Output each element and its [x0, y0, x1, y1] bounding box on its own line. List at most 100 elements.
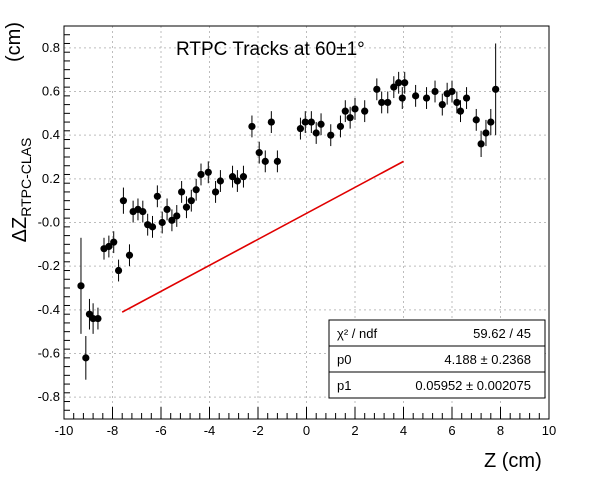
- y-tick-label: 0.4: [42, 127, 60, 142]
- point-marker: [173, 212, 181, 220]
- data-point: [341, 100, 349, 123]
- point-marker: [110, 238, 118, 246]
- x-tick-label: -4: [204, 423, 216, 438]
- stats-value-p0: 4.188 ± 0.2368: [444, 352, 531, 367]
- data-point: [492, 43, 500, 136]
- data-point: [228, 165, 237, 188]
- data-point: [448, 80, 456, 103]
- point-marker: [82, 354, 90, 362]
- data-point: [462, 87, 471, 109]
- y-tick-label: 0.6: [42, 84, 60, 99]
- point-marker: [182, 203, 191, 211]
- point-marker: [216, 177, 225, 185]
- point-marker: [296, 125, 305, 133]
- data-point: [296, 117, 305, 140]
- stats-label-chi2: χ² / ndf: [337, 326, 377, 341]
- y-axis-unit: (cm): [3, 22, 25, 62]
- data-point: [327, 124, 335, 147]
- y-axis-title-main: ΔZ: [9, 217, 31, 243]
- data-point: [378, 91, 386, 114]
- stats-value-chi2: 59.62 / 45: [473, 326, 531, 341]
- point-marker: [239, 173, 248, 181]
- point-marker: [204, 168, 212, 176]
- point-marker: [125, 251, 134, 259]
- point-marker: [178, 188, 186, 196]
- data-point: [216, 170, 225, 192]
- point-marker: [378, 98, 386, 107]
- point-marker: [114, 266, 123, 275]
- data-point: [317, 113, 325, 136]
- data-point: [336, 115, 345, 138]
- data-point: [105, 235, 113, 258]
- x-axis-title: Z (cm): [484, 450, 542, 472]
- data-point: [390, 76, 398, 99]
- data-point: [438, 93, 446, 116]
- x-tick-label: 2: [351, 423, 358, 438]
- data-point: [211, 181, 220, 203]
- point-marker: [273, 157, 281, 165]
- point-marker: [477, 140, 485, 148]
- point-marker: [472, 116, 480, 124]
- data-point: [482, 119, 490, 147]
- point-marker: [456, 107, 465, 115]
- y-tick-label: -0.4: [38, 302, 60, 317]
- data-point: [139, 200, 147, 223]
- data-point: [307, 111, 315, 133]
- point-marker: [492, 85, 500, 93]
- data-point: [233, 170, 241, 192]
- x-tick-label: -10: [55, 423, 74, 438]
- data-point: [456, 100, 465, 123]
- point-marker: [211, 188, 220, 196]
- data-point: [239, 165, 248, 188]
- point-marker: [384, 98, 392, 107]
- data-point: [472, 108, 480, 131]
- point-marker: [163, 205, 171, 213]
- stats-value-p1: 0.05952 ± 0.002075: [415, 378, 531, 393]
- point-marker: [398, 94, 406, 102]
- data-point: [158, 211, 166, 234]
- data-point: [261, 150, 269, 173]
- point-marker: [361, 107, 369, 115]
- data-point: [422, 87, 431, 109]
- stats-box: χ² / ndf 59.62 / 45 p0 4.188 ± 0.2368 p1…: [328, 319, 546, 399]
- point-marker: [453, 98, 461, 107]
- data-point: [192, 178, 200, 201]
- point-marker: [346, 114, 354, 122]
- y-axis-title: ΔZRTPC-CLAS: [9, 138, 34, 243]
- x-tick-label: 4: [400, 423, 407, 438]
- x-tick-label: -2: [252, 423, 264, 438]
- x-tick-label: 6: [448, 423, 455, 438]
- x-tick-label: -8: [107, 423, 119, 438]
- point-marker: [373, 85, 381, 93]
- point-marker: [77, 282, 85, 290]
- data-point: [204, 161, 212, 184]
- data-point: [373, 78, 381, 101]
- data-point: [398, 87, 406, 109]
- point-marker: [187, 197, 195, 205]
- data-point: [477, 130, 485, 157]
- data-point: [148, 215, 157, 238]
- point-marker: [153, 192, 161, 200]
- data-point: [351, 98, 359, 120]
- point-marker: [307, 118, 315, 126]
- data-point: [412, 84, 420, 107]
- point-marker: [248, 122, 256, 131]
- point-marker: [139, 207, 147, 216]
- point-marker: [261, 157, 269, 165]
- point-marker: [158, 218, 166, 227]
- y-tick-label: 0.8: [42, 40, 60, 55]
- data-point: [255, 141, 263, 164]
- point-marker: [431, 87, 439, 96]
- data-point: [173, 205, 181, 227]
- point-marker: [312, 129, 320, 137]
- data-point: [301, 111, 309, 133]
- data-points: [77, 43, 500, 380]
- point-marker: [351, 105, 359, 113]
- data-point: [395, 71, 403, 94]
- data-point: [168, 209, 176, 232]
- point-marker: [438, 101, 446, 109]
- stats-label-p0: p0: [337, 352, 351, 367]
- data-point: [273, 150, 281, 173]
- data-point: [119, 187, 128, 214]
